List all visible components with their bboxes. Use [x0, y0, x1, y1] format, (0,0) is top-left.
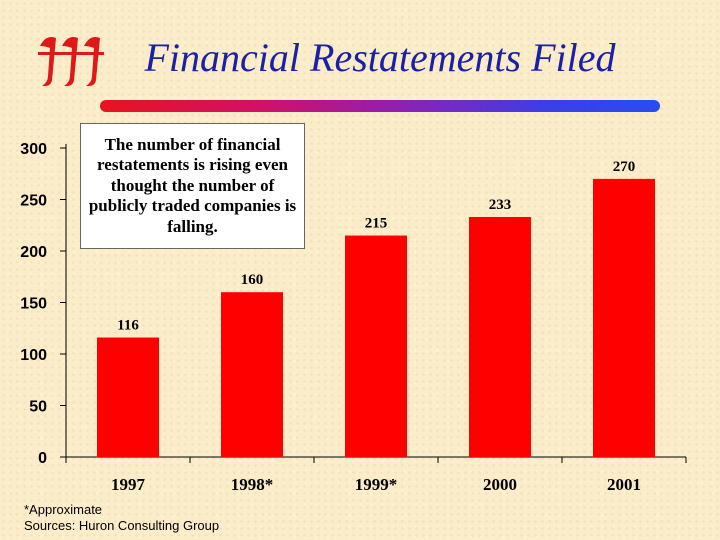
- page-title-wrap: Financial Restatements Filed: [110, 34, 650, 81]
- title-divider: [100, 100, 660, 112]
- y-tick-label: 150: [20, 296, 47, 313]
- footnote-approximate: *Approximate: [24, 502, 103, 517]
- page-title: Financial Restatements Filed: [144, 35, 616, 80]
- y-tick-label: 100: [20, 347, 47, 364]
- bar: [593, 178, 655, 457]
- data-label: 270: [613, 159, 636, 175]
- data-label: 116: [117, 318, 139, 334]
- y-tick-label: 50: [29, 399, 47, 416]
- annotation-box: The number of financial restatements is …: [80, 123, 305, 249]
- data-label: 160: [241, 272, 264, 288]
- bar: [221, 292, 283, 457]
- x-tick-label: 1999*: [355, 475, 398, 494]
- data-label: 215: [365, 216, 388, 232]
- bar: [345, 235, 407, 457]
- x-tick-label: 2001: [607, 475, 641, 494]
- footnote-sources: Sources: Huron Consulting Group: [24, 518, 220, 533]
- x-tick-label: 1997: [111, 475, 146, 494]
- bar: [469, 217, 531, 457]
- x-tick-label: 1998*: [231, 475, 274, 494]
- y-tick-label: 0: [38, 450, 47, 467]
- footnote: *Approximate Sources: Huron Consulting G…: [24, 502, 219, 534]
- y-tick-label: 250: [20, 193, 47, 210]
- huron-iii-logo-icon: [38, 37, 104, 86]
- annotation-text: The number of financial restatements is …: [88, 134, 297, 236]
- x-tick-label: 2000: [483, 475, 517, 494]
- data-label: 233: [489, 197, 512, 213]
- y-tick-label: 200: [20, 244, 47, 261]
- bar: [97, 337, 159, 457]
- y-tick-label: 300: [20, 141, 47, 158]
